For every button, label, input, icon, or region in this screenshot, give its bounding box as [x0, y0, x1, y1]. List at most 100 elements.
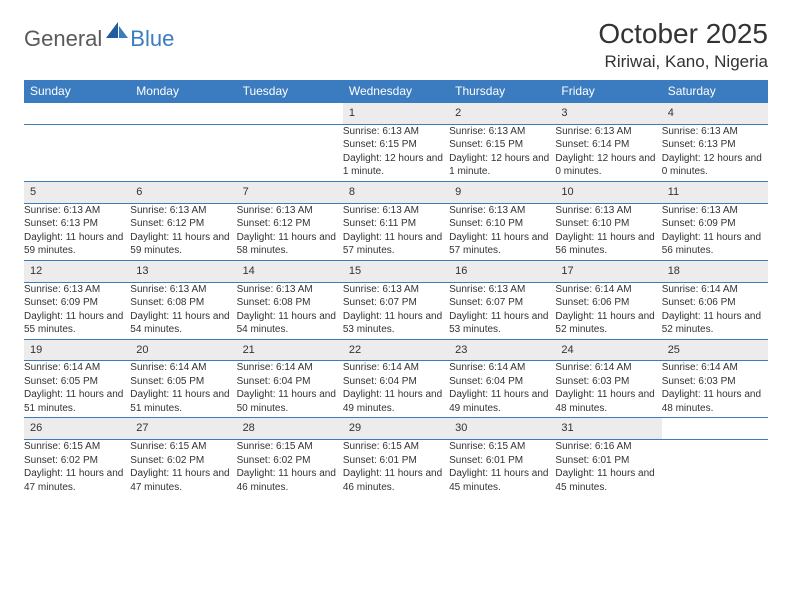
- sunset-line: Sunset: 6:01 PM: [555, 454, 661, 468]
- day-number-cell: 3: [555, 103, 661, 125]
- daylight-line: Daylight: 11 hours and 45 minutes.: [449, 467, 555, 494]
- logo: General Blue: [24, 26, 174, 52]
- sunset-line: Sunset: 6:15 PM: [449, 138, 555, 152]
- sunset-line: Sunset: 6:02 PM: [237, 454, 343, 468]
- sunrise-line: Sunrise: 6:14 AM: [343, 361, 449, 375]
- sunset-line: Sunset: 6:10 PM: [449, 217, 555, 231]
- day-number-cell: 4: [662, 103, 768, 125]
- sunset-line: Sunset: 6:15 PM: [343, 138, 449, 152]
- daylight-line: Daylight: 11 hours and 46 minutes.: [237, 467, 343, 494]
- month-title: October 2025: [598, 18, 768, 50]
- day-details-cell: Sunrise: 6:13 AMSunset: 6:09 PMDaylight:…: [662, 203, 768, 260]
- day-number: 31: [555, 418, 661, 439]
- sunset-line: Sunset: 6:05 PM: [24, 375, 130, 389]
- daylight-line: Daylight: 11 hours and 56 minutes.: [662, 231, 768, 258]
- daylight-line: Daylight: 11 hours and 48 minutes.: [555, 388, 661, 415]
- day-number: 1: [343, 103, 449, 124]
- sunrise-line: Sunrise: 6:14 AM: [130, 361, 236, 375]
- day-details-cell: Sunrise: 6:13 AMSunset: 6:13 PMDaylight:…: [24, 203, 130, 260]
- sunset-line: Sunset: 6:04 PM: [237, 375, 343, 389]
- day-number: 7: [237, 182, 343, 203]
- daylight-line: Daylight: 11 hours and 50 minutes.: [237, 388, 343, 415]
- day-details-cell: Sunrise: 6:16 AMSunset: 6:01 PMDaylight:…: [555, 440, 661, 497]
- day-header: Monday: [130, 80, 236, 103]
- day-number: 27: [130, 418, 236, 439]
- day-number: 30: [449, 418, 555, 439]
- week-daynum-row: 1234: [24, 103, 768, 125]
- day-details-cell: Sunrise: 6:13 AMSunset: 6:11 PMDaylight:…: [343, 203, 449, 260]
- sunrise-line: Sunrise: 6:14 AM: [662, 283, 768, 297]
- sunrise-line: Sunrise: 6:13 AM: [343, 283, 449, 297]
- sunset-line: Sunset: 6:02 PM: [24, 454, 130, 468]
- day-number-cell: [24, 103, 130, 125]
- sunrise-line: Sunrise: 6:15 AM: [24, 440, 130, 454]
- logo-text-blue: Blue: [130, 26, 174, 52]
- sunrise-line: Sunrise: 6:13 AM: [449, 204, 555, 218]
- week-details-row: Sunrise: 6:15 AMSunset: 6:02 PMDaylight:…: [24, 440, 768, 497]
- day-details-cell: Sunrise: 6:14 AMSunset: 6:05 PMDaylight:…: [24, 361, 130, 418]
- day-details-cell: Sunrise: 6:15 AMSunset: 6:01 PMDaylight:…: [343, 440, 449, 497]
- day-number: 5: [24, 182, 130, 203]
- sunrise-line: Sunrise: 6:13 AM: [555, 204, 661, 218]
- daylight-line: Daylight: 11 hours and 48 minutes.: [662, 388, 768, 415]
- sunset-line: Sunset: 6:01 PM: [343, 454, 449, 468]
- day-header: Thursday: [449, 80, 555, 103]
- day-number-cell: [130, 103, 236, 125]
- page-header: General Blue October 2025 Ririwai, Kano,…: [24, 18, 768, 72]
- week-details-row: Sunrise: 6:13 AMSunset: 6:15 PMDaylight:…: [24, 124, 768, 181]
- day-number: 6: [130, 182, 236, 203]
- day-details-cell: Sunrise: 6:14 AMSunset: 6:04 PMDaylight:…: [343, 361, 449, 418]
- day-number-cell: [662, 418, 768, 440]
- sunset-line: Sunset: 6:09 PM: [662, 217, 768, 231]
- day-details-cell: Sunrise: 6:13 AMSunset: 6:12 PMDaylight:…: [237, 203, 343, 260]
- day-number-cell: 15: [343, 260, 449, 282]
- daylight-line: Daylight: 11 hours and 59 minutes.: [24, 231, 130, 258]
- day-number-cell: 10: [555, 181, 661, 203]
- week-daynum-row: 19202122232425: [24, 339, 768, 361]
- day-number-cell: [237, 103, 343, 125]
- daylight-line: Daylight: 11 hours and 52 minutes.: [662, 310, 768, 337]
- day-header: Sunday: [24, 80, 130, 103]
- day-number-cell: 25: [662, 339, 768, 361]
- daylight-line: Daylight: 11 hours and 49 minutes.: [449, 388, 555, 415]
- daylight-line: Daylight: 11 hours and 54 minutes.: [237, 310, 343, 337]
- day-number-cell: 17: [555, 260, 661, 282]
- week-details-row: Sunrise: 6:13 AMSunset: 6:13 PMDaylight:…: [24, 203, 768, 260]
- sunset-line: Sunset: 6:04 PM: [449, 375, 555, 389]
- sunset-line: Sunset: 6:11 PM: [343, 217, 449, 231]
- day-number: 23: [449, 340, 555, 361]
- day-number-cell: 21: [237, 339, 343, 361]
- sunrise-line: Sunrise: 6:13 AM: [555, 125, 661, 139]
- daylight-line: Daylight: 11 hours and 46 minutes.: [343, 467, 449, 494]
- sunset-line: Sunset: 6:02 PM: [130, 454, 236, 468]
- sunrise-line: Sunrise: 6:15 AM: [343, 440, 449, 454]
- sunrise-line: Sunrise: 6:13 AM: [662, 204, 768, 218]
- daylight-line: Daylight: 11 hours and 53 minutes.: [449, 310, 555, 337]
- daylight-line: Daylight: 11 hours and 59 minutes.: [130, 231, 236, 258]
- sunrise-line: Sunrise: 6:14 AM: [555, 283, 661, 297]
- sunrise-line: Sunrise: 6:13 AM: [237, 283, 343, 297]
- day-number: 4: [662, 103, 768, 124]
- sunset-line: Sunset: 6:07 PM: [449, 296, 555, 310]
- sunset-line: Sunset: 6:14 PM: [555, 138, 661, 152]
- sunset-line: Sunset: 6:13 PM: [662, 138, 768, 152]
- daylight-line: Daylight: 11 hours and 53 minutes.: [343, 310, 449, 337]
- day-header: Saturday: [662, 80, 768, 103]
- sunrise-line: Sunrise: 6:13 AM: [24, 283, 130, 297]
- daylight-line: Daylight: 11 hours and 54 minutes.: [130, 310, 236, 337]
- week-daynum-row: 12131415161718: [24, 260, 768, 282]
- title-block: October 2025 Ririwai, Kano, Nigeria: [598, 18, 768, 72]
- day-details-cell: [662, 440, 768, 497]
- day-number: 12: [24, 261, 130, 282]
- day-number: 15: [343, 261, 449, 282]
- day-number-cell: 27: [130, 418, 236, 440]
- day-number-cell: 7: [237, 181, 343, 203]
- daylight-line: Daylight: 12 hours and 0 minutes.: [662, 152, 768, 179]
- day-details-cell: Sunrise: 6:13 AMSunset: 6:15 PMDaylight:…: [343, 124, 449, 181]
- day-number: 25: [662, 340, 768, 361]
- day-details-cell: Sunrise: 6:13 AMSunset: 6:07 PMDaylight:…: [449, 282, 555, 339]
- sunset-line: Sunset: 6:01 PM: [449, 454, 555, 468]
- day-details-cell: Sunrise: 6:15 AMSunset: 6:01 PMDaylight:…: [449, 440, 555, 497]
- sunset-line: Sunset: 6:08 PM: [237, 296, 343, 310]
- sunset-line: Sunset: 6:08 PM: [130, 296, 236, 310]
